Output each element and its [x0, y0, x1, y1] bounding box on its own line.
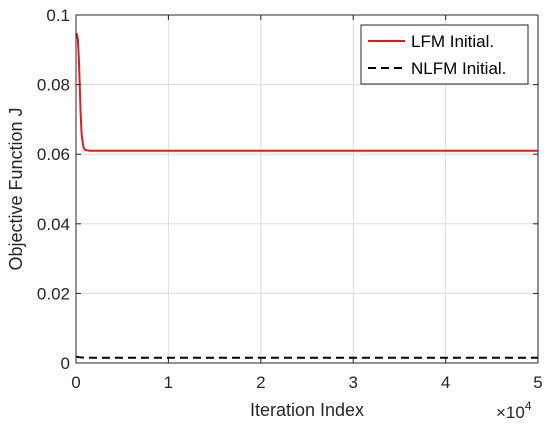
- x-exponent-power: 4: [525, 399, 532, 413]
- y-tick-label: 0: [61, 354, 70, 373]
- x-tick-label: 0: [71, 373, 80, 392]
- y-tick-label: 0.1: [46, 6, 70, 25]
- x-exponent-base: ×10: [496, 403, 525, 422]
- y-tick-label: 0.06: [37, 145, 70, 164]
- x-tick-label: 3: [348, 373, 357, 392]
- x-tick-label: 2: [256, 373, 265, 392]
- grid: [75, 14, 539, 364]
- y-tick-label: 0.02: [37, 284, 70, 303]
- series-line-nlfm: [75, 355, 538, 359]
- x-tick-label: 5: [533, 373, 542, 392]
- legend-label-lfm: LFM Initial.: [411, 32, 494, 51]
- y-axis-title: Objective Function J: [6, 107, 26, 270]
- x-tick-label: 4: [441, 373, 450, 392]
- y-tick-label: 0.08: [37, 76, 70, 95]
- x-axis-exponent: ×104: [496, 399, 532, 422]
- ticks: [75, 14, 539, 364]
- y-tick-label: 0.04: [37, 215, 70, 234]
- plot-frame: [75, 14, 539, 364]
- legend: LFM Initial. NLFM Initial.: [360, 24, 529, 85]
- tick-labels: 0 1 2 3 4 5 0 0.02 0.04 0.06 0.08 0.1: [37, 6, 543, 392]
- x-axis-title: Iteration Index: [250, 400, 364, 420]
- legend-box: [360, 24, 529, 85]
- x-tick-label: 1: [164, 373, 173, 392]
- series-layer: [75, 33, 538, 359]
- series-line-lfm: [75, 33, 538, 152]
- legend-label-nlfm: NLFM Initial.: [411, 59, 506, 78]
